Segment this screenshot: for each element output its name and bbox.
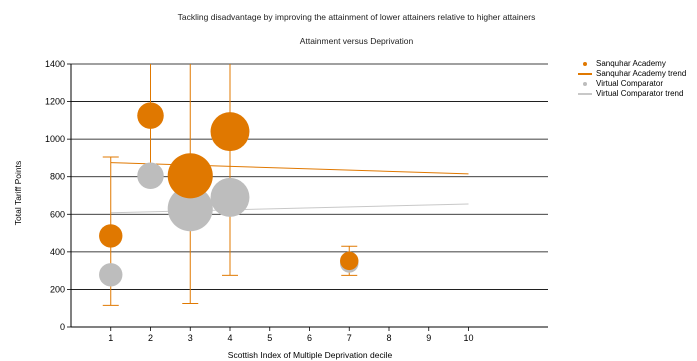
legend-swatch-sanquhar-trend: [578, 69, 592, 79]
legend-swatch-comparator: [578, 79, 592, 89]
legend-item-comparator-trend: Virtual Comparator trend: [578, 89, 686, 99]
x-tick-label: 9: [426, 333, 431, 343]
legend-label: Virtual Comparator trend: [596, 89, 683, 99]
y-tick-label: 400: [50, 247, 65, 257]
x-tick-label: 1: [108, 333, 113, 343]
y-tick-label: 0: [60, 322, 65, 332]
legend-swatch-sanquhar: [578, 59, 592, 69]
y-tick-label: 800: [50, 172, 65, 182]
comparator-bubble-1: [99, 263, 122, 286]
x-axis-label: Scottish Index of Multiple Deprivation d…: [70, 350, 550, 360]
x-tick-label: 4: [227, 333, 232, 343]
legend-label: Virtual Comparator: [596, 79, 663, 89]
x-tick-label: 10: [463, 333, 473, 343]
y-axis-label: Total Tariff Points: [13, 133, 23, 253]
legend-swatch-comparator-trend: [578, 89, 592, 99]
y-tick-label: 600: [50, 209, 65, 219]
y-tick-label: 1000: [45, 134, 65, 144]
trend-line-comparator: [111, 204, 469, 213]
x-tick-label: 5: [267, 333, 272, 343]
x-tick-label: 2: [148, 333, 153, 343]
legend-label: Sanquhar Academy: [596, 59, 666, 69]
legend-item-comparator: Virtual Comparator: [578, 79, 686, 89]
legend-item-sanquhar: Sanquhar Academy: [578, 59, 686, 69]
x-tick-label: 3: [188, 333, 193, 343]
legend: Sanquhar Academy Sanquhar Academy trend …: [578, 59, 686, 99]
trend-line-sanquhar: [111, 163, 469, 174]
sanquhar-bubble-1: [99, 224, 122, 247]
legend-item-sanquhar-trend: Sanquhar Academy trend: [578, 69, 686, 79]
y-tick-label: 1400: [45, 59, 65, 69]
comparator-bubble-4: [211, 178, 250, 217]
y-tick-label: 1200: [45, 97, 65, 107]
y-tick-labels: 0 200 400 600 800 1000 1200 1400: [45, 59, 65, 332]
legend-label: Sanquhar Academy trend: [596, 69, 686, 79]
x-tick-label: 8: [386, 333, 391, 343]
sanquhar-bubble-2: [137, 102, 164, 128]
x-tick-label: 6: [307, 333, 312, 343]
x-tick-labels: 1 2 3 4 5 6 7 8 9 10: [108, 333, 473, 343]
sanquhar-bubble-7: [340, 252, 358, 270]
bubbles: [99, 102, 358, 286]
trend-lines: [111, 163, 469, 213]
sanquhar-bubble-4: [211, 112, 250, 151]
y-tick-label: 200: [50, 284, 65, 294]
sanquhar-bubble-3: [168, 153, 213, 198]
axes: [67, 64, 548, 331]
comparator-bubble-2: [137, 163, 164, 190]
x-tick-label: 7: [347, 333, 352, 343]
